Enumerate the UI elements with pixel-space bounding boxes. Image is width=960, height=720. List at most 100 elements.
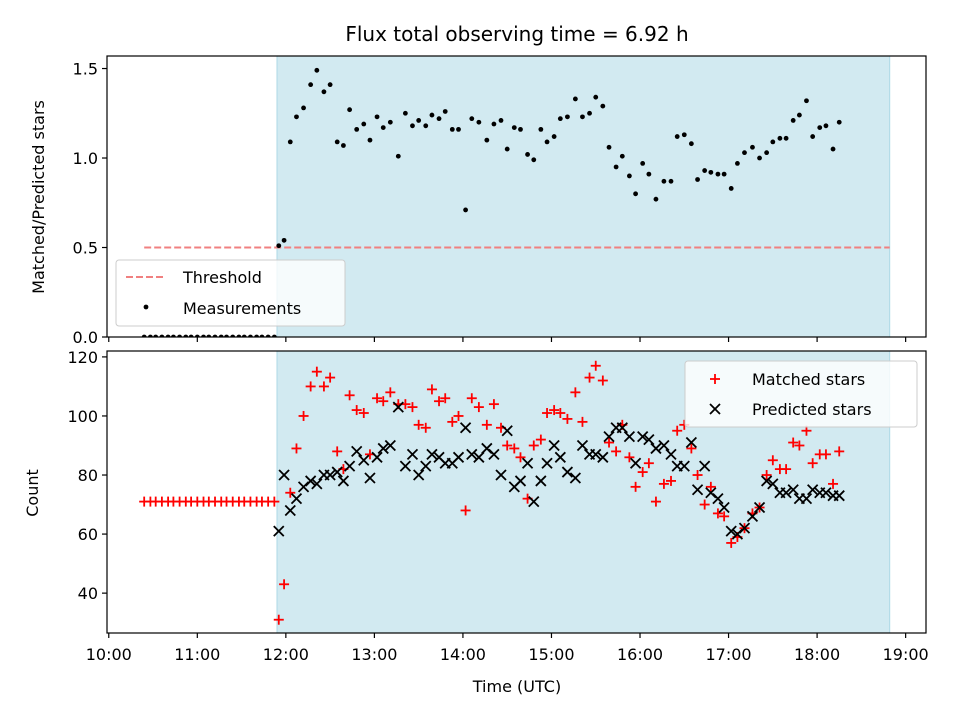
x-tick-label: 19:00 [883, 645, 929, 664]
predicted-star-point [305, 475, 317, 487]
matched-star-point [279, 579, 290, 590]
predicted-star-point [691, 484, 704, 496]
matched-star-point [488, 399, 499, 410]
legend-count: Matched stars Predicted stars [684, 360, 918, 428]
matched-star-point [509, 443, 520, 454]
measurement-point [463, 207, 468, 213]
matched-star-point [311, 366, 322, 377]
x-tick-label: 18:00 [794, 645, 840, 664]
matched-star-point [502, 440, 513, 451]
predicted-star-point [331, 466, 343, 478]
y-axis-title-ratio: Matched/Predicted stars [29, 100, 48, 294]
x-axis-title: Time (UTC) [472, 677, 561, 696]
predicted-star-point [800, 493, 813, 505]
predicted-star-point [290, 493, 303, 505]
legend-entry-threshold: Threshold [126, 268, 262, 287]
measurement-point [626, 173, 632, 179]
predicted-star-point [548, 439, 560, 452]
predicted-star-point [406, 448, 419, 460]
measurement-point [347, 107, 353, 113]
matched-star-point [549, 405, 560, 416]
measurement-point [374, 114, 380, 120]
measurement-point [728, 186, 734, 191]
matched-star-point [562, 413, 573, 424]
predicted-star-point [473, 451, 485, 463]
predicted-star-point [501, 425, 513, 437]
predicted-star-point [685, 436, 698, 449]
measurement-point [361, 121, 367, 127]
x-tick-label: 13:00 [351, 645, 397, 664]
measurement-point [646, 171, 652, 177]
matched-star-point [318, 381, 329, 392]
matched-star-point [434, 396, 445, 407]
predicted-star-point [767, 478, 779, 490]
measurement-point [715, 171, 721, 177]
x-tick-label: 12:00 [263, 645, 309, 664]
predicted-star-point [712, 493, 724, 505]
predicted-star-point [521, 457, 534, 469]
svg-text:Predicted stars: Predicted stars [752, 400, 872, 419]
predicted-star-point [637, 430, 649, 443]
y-axis-title-count: Count [23, 469, 42, 517]
measurement-point [367, 137, 373, 143]
predicted-star-point [590, 448, 602, 460]
predicted-star-point [384, 439, 396, 452]
matched-star-point [420, 422, 431, 433]
matched-star-point [719, 511, 730, 522]
measurement-point [301, 105, 306, 111]
predicted-star-point [324, 469, 336, 481]
measurement-point [402, 110, 408, 116]
matched-star-point [542, 408, 553, 419]
predicted-star-point [820, 487, 832, 499]
measurement-point [491, 121, 497, 127]
predicted-star-point [364, 472, 376, 484]
measurement-point [436, 116, 442, 122]
axes-frame-count [106, 350, 927, 634]
legend-entry-matched-stars: Matched stars [710, 370, 865, 389]
matched-star-point [577, 416, 588, 427]
matched-star-point [426, 384, 437, 395]
matched-star-point [481, 419, 492, 430]
predicted-star-point [343, 460, 356, 472]
matched-star-point [466, 393, 477, 404]
matched-star-point [820, 449, 831, 460]
measurement-point [565, 114, 570, 120]
predicted-star-point [426, 448, 438, 460]
measurement-point [702, 168, 708, 173]
ratio-panel: 0.0 0.5 1.0 1.5 Threshold Measurements [73, 55, 927, 347]
measurement-point [830, 146, 836, 152]
predicted-star-point [358, 454, 370, 466]
predicted-star-point [780, 487, 792, 499]
matched-star-point [298, 410, 309, 421]
measurement-point [796, 112, 802, 118]
measurement-point [674, 134, 680, 139]
matched-star-point [637, 467, 648, 478]
predicted-star-point [337, 475, 350, 487]
matched-star-point [828, 478, 839, 489]
x-tick-label: 10:00 [86, 645, 132, 664]
matched-star-point [273, 614, 284, 625]
measurement-point [341, 143, 346, 148]
measurement-point [593, 94, 599, 100]
measurement-point [557, 116, 563, 122]
matched-star-point [269, 496, 280, 507]
predicted-star-point [725, 525, 737, 537]
predicted-star-point [514, 475, 527, 487]
matched-star-point [692, 470, 703, 481]
matched-star-point [650, 496, 661, 507]
matched-star-point [726, 537, 737, 548]
measurement-point [456, 126, 461, 132]
legend-ratio: Threshold Measurements [115, 259, 346, 327]
matched-star-point [332, 446, 343, 457]
predicted-star-point [420, 460, 432, 472]
measurement-point [387, 119, 393, 125]
matched-star-point [372, 393, 383, 404]
y-tick-label: 0.0 [73, 328, 98, 347]
matched-star-point [705, 481, 716, 492]
observing-window-span-ratio [276, 55, 891, 338]
measurement-point [688, 141, 694, 147]
measurement-point [613, 164, 619, 170]
y-tick-label: 0.5 [73, 239, 98, 258]
measurement-point [308, 82, 314, 88]
